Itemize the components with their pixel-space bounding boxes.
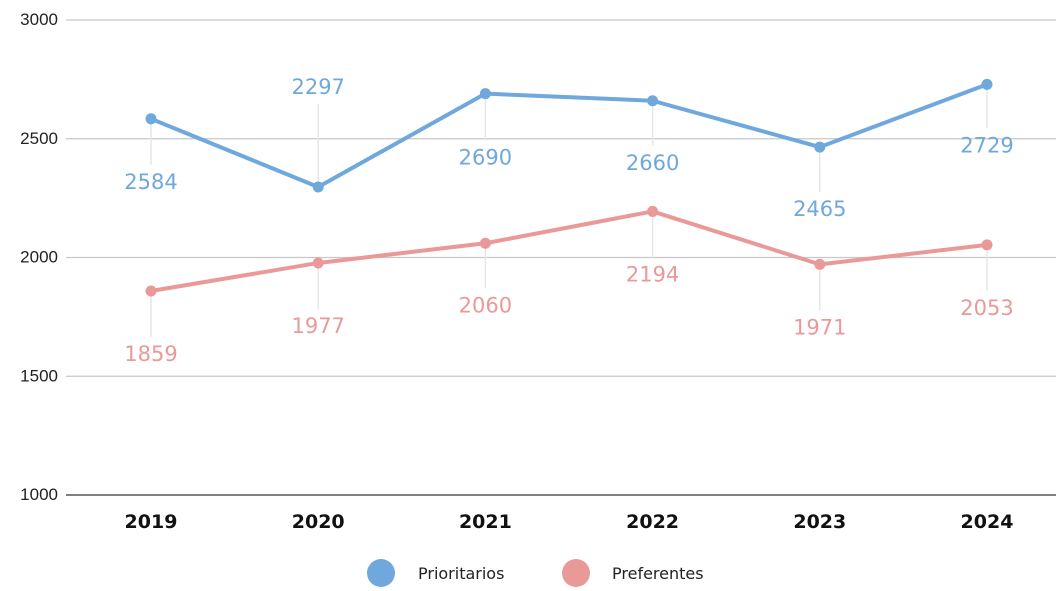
- data-label: 2465: [793, 197, 846, 221]
- data-point: [814, 258, 826, 270]
- data-point: [814, 141, 826, 153]
- data-label: 2690: [459, 146, 512, 170]
- data-label: 2297: [291, 75, 344, 99]
- data-label: 2053: [960, 296, 1013, 320]
- data-point: [145, 113, 157, 125]
- data-label: 2660: [626, 151, 679, 175]
- series-line-prioritarios: [149, 82, 989, 189]
- x-tick-label: 2023: [793, 511, 846, 533]
- data-point: [312, 181, 324, 193]
- grid-lines: [66, 19, 1056, 496]
- data-labels: 2584 2297 2690 2660 2465 2729 1859 1977 2060 2194…: [124, 75, 1013, 366]
- y-tick-label: 1500: [20, 366, 58, 385]
- legend-label: Prioritarios: [418, 564, 504, 583]
- x-tick-label: 2020: [292, 511, 345, 533]
- data-label: 2729: [960, 133, 1013, 157]
- x-tick-label: 2024: [961, 511, 1014, 533]
- data-label: 1859: [124, 342, 177, 366]
- legend-swatch: [562, 559, 590, 587]
- y-tick-label: 2000: [20, 248, 58, 267]
- data-point: [981, 78, 993, 90]
- data-label: 2060: [459, 293, 512, 317]
- legend: Prioritarios Preferentes: [367, 559, 704, 587]
- legend-label: Preferentes: [612, 564, 704, 583]
- x-axis-ticks: 2019 2020 2021 2022 2023 2024: [125, 511, 1014, 533]
- series-group: [145, 78, 993, 337]
- data-point: [479, 88, 491, 100]
- data-label: 2194: [626, 262, 679, 286]
- y-axis-ticks: 1000 1500 2000 2500 3000: [20, 10, 58, 504]
- series-line-preferentes: [149, 209, 989, 293]
- data-point: [479, 237, 491, 249]
- y-tick-label: 3000: [20, 10, 58, 29]
- data-label: 2584: [124, 170, 177, 194]
- y-tick-label: 1000: [20, 485, 58, 504]
- data-point: [981, 239, 993, 251]
- y-tick-label: 2500: [20, 129, 58, 148]
- data-point: [312, 257, 324, 269]
- data-point: [145, 285, 157, 297]
- data-label: 1971: [793, 315, 846, 339]
- x-tick-label: 2019: [125, 511, 178, 533]
- x-tick-label: 2021: [459, 511, 512, 533]
- data-label: 1977: [291, 314, 344, 338]
- data-point: [647, 95, 659, 107]
- x-tick-label: 2022: [626, 511, 679, 533]
- data-point: [647, 205, 659, 217]
- legend-swatch: [367, 559, 395, 587]
